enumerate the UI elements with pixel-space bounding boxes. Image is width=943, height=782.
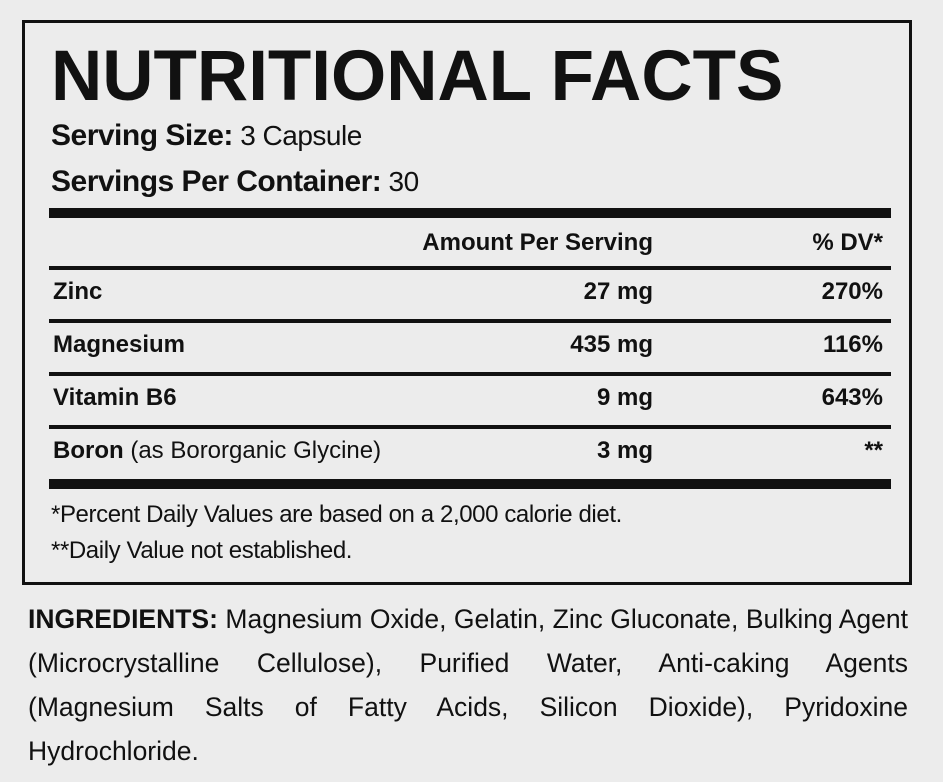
- nutrient: Magnesium: [53, 323, 185, 367]
- thick-rule: [49, 479, 891, 489]
- label: INGREDIENTS:: [28, 604, 218, 634]
- rule: [49, 425, 891, 429]
- rule: [49, 319, 891, 323]
- amount: 27 mg: [583, 278, 653, 305]
- footnote: *Percent Daily Values are based on a 2,0…: [51, 501, 622, 528]
- value: 3 Capsule: [240, 120, 362, 151]
- header: Amount Per Serving: [422, 229, 653, 256]
- rule: [49, 266, 891, 270]
- label: Servings Per Container:: [51, 165, 382, 198]
- name: Vitamin B6: [53, 384, 177, 411]
- nutrient-row: Zinc 27 mg 270%: [49, 270, 891, 314]
- name: Zinc: [53, 278, 103, 305]
- facts-panel: NUTRITIONAL FACTS Serving Size: 3 Capsul…: [22, 20, 912, 585]
- title: NUTRITIONAL FACTS: [51, 37, 784, 116]
- nutrient: Vitamin B6: [53, 376, 177, 420]
- amount: 435 mg: [570, 331, 653, 358]
- daily-value: 116%: [822, 331, 883, 358]
- nutrient: Boron (as Bororganic Glycine): [53, 429, 381, 473]
- rule: [49, 372, 891, 376]
- ingredients: INGREDIENTS: Magnesium Oxide, Gelatin, Z…: [28, 597, 908, 773]
- note: (as Bororganic Glycine): [130, 437, 382, 464]
- footnote: **Daily Value not established.: [51, 537, 353, 564]
- nutrient: Zinc: [53, 270, 102, 314]
- servings-per-container: Servings Per Container: 30: [51, 165, 419, 199]
- label: Serving Size:: [51, 119, 233, 152]
- value: 30: [388, 166, 420, 197]
- amount: 3 mg: [596, 437, 653, 464]
- name: Magnesium: [53, 331, 186, 358]
- header: % DV*: [812, 229, 883, 256]
- serving-size: Serving Size: 3 Capsule: [51, 119, 362, 153]
- nutrient-row: Boron (as Bororganic Glycine) 3 mg **: [49, 429, 891, 473]
- text: Magnesium Oxide, Gelatin, Zinc Gluconate…: [28, 604, 908, 766]
- header-row: Amount Per Serving % DV*: [49, 221, 891, 265]
- daily-value: 643%: [821, 384, 883, 411]
- nutrient-row: Vitamin B6 9 mg 643%: [49, 376, 891, 420]
- name: Boron: [53, 437, 124, 464]
- daily-value: **: [864, 437, 883, 464]
- nutrient-row: Magnesium 435 mg 116%: [49, 323, 891, 367]
- daily-value: 270%: [821, 278, 883, 305]
- amount: 9 mg: [596, 384, 653, 411]
- thick-rule: [49, 208, 891, 218]
